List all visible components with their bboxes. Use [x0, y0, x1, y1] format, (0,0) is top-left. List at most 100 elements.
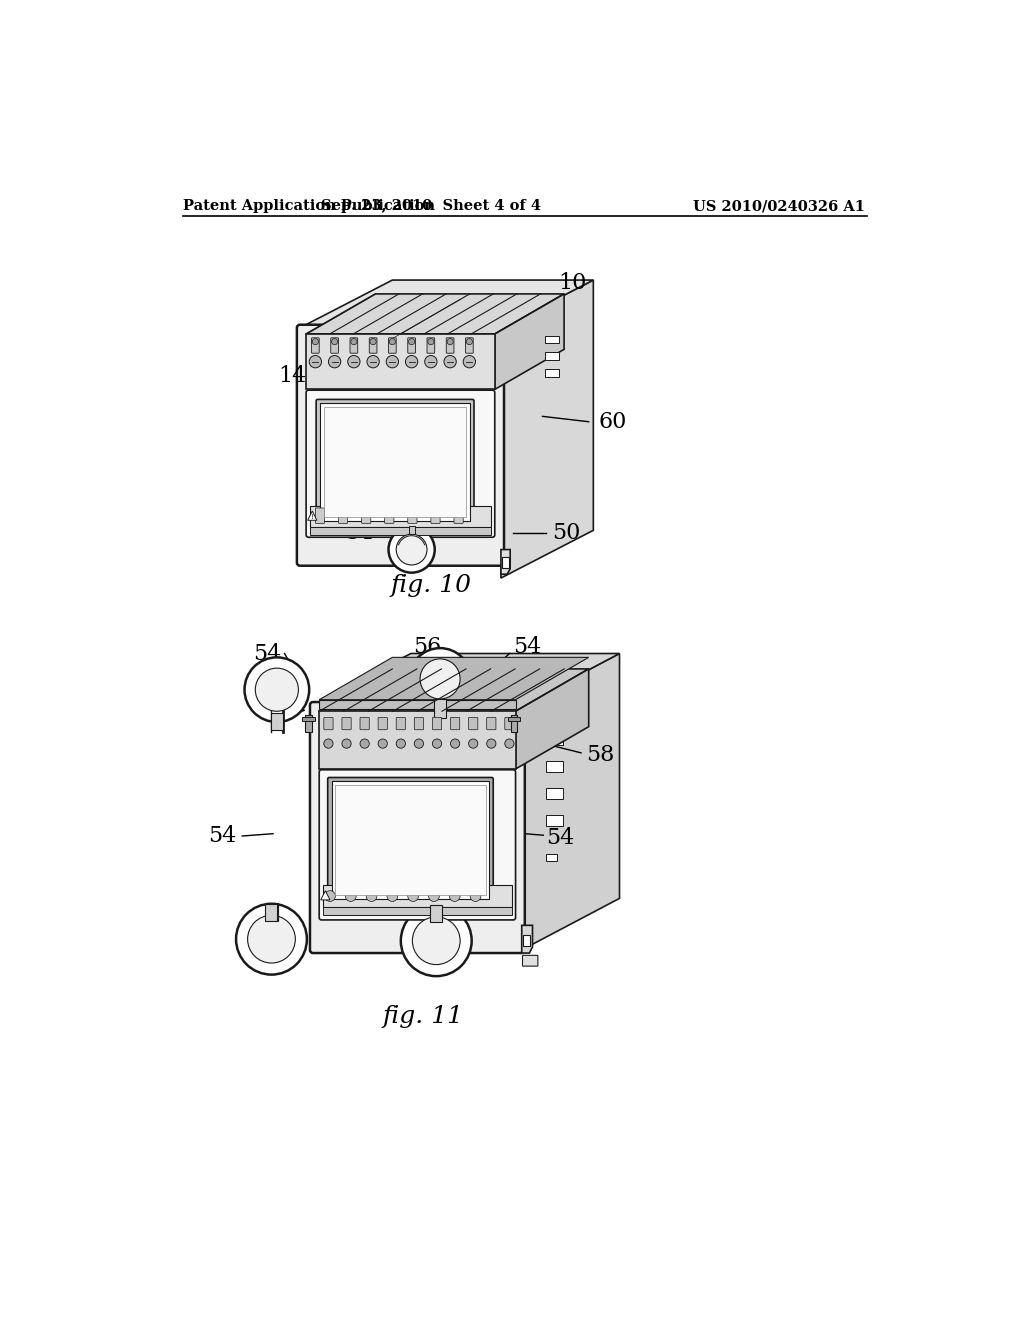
Circle shape — [351, 339, 357, 345]
Text: 56: 56 — [413, 636, 441, 659]
Polygon shape — [521, 925, 532, 953]
Text: 60: 60 — [599, 411, 627, 433]
Bar — [545, 352, 559, 360]
Circle shape — [329, 355, 341, 368]
Text: 54: 54 — [345, 523, 373, 544]
Circle shape — [409, 339, 415, 345]
Circle shape — [410, 648, 471, 710]
Circle shape — [444, 355, 457, 368]
Bar — [332, 781, 489, 899]
Circle shape — [470, 891, 481, 902]
Circle shape — [309, 355, 322, 368]
Bar — [547, 788, 563, 799]
Circle shape — [396, 739, 406, 748]
FancyBboxPatch shape — [431, 508, 440, 524]
Circle shape — [400, 906, 472, 977]
Circle shape — [451, 739, 460, 748]
FancyBboxPatch shape — [446, 338, 454, 354]
FancyBboxPatch shape — [328, 777, 494, 903]
Circle shape — [245, 657, 309, 722]
Circle shape — [370, 339, 376, 345]
Circle shape — [388, 527, 435, 573]
Polygon shape — [321, 891, 330, 900]
Circle shape — [469, 739, 478, 748]
FancyBboxPatch shape — [350, 338, 357, 354]
Circle shape — [386, 355, 398, 368]
Bar — [547, 734, 563, 744]
Circle shape — [415, 739, 424, 748]
Circle shape — [428, 339, 434, 345]
Text: 14: 14 — [278, 364, 306, 387]
FancyBboxPatch shape — [315, 508, 325, 524]
Bar — [503, 557, 509, 568]
Polygon shape — [319, 657, 589, 700]
FancyBboxPatch shape — [370, 338, 377, 354]
FancyBboxPatch shape — [385, 508, 394, 524]
Text: 54: 54 — [208, 825, 237, 847]
Bar — [508, 717, 520, 721]
Bar — [409, 527, 415, 535]
FancyBboxPatch shape — [396, 718, 406, 730]
Circle shape — [505, 739, 514, 748]
Text: !: ! — [311, 515, 313, 520]
Bar — [430, 906, 442, 923]
Bar — [310, 506, 490, 527]
Bar — [336, 785, 485, 895]
Circle shape — [413, 917, 460, 965]
Text: 10: 10 — [558, 272, 587, 294]
FancyBboxPatch shape — [360, 718, 370, 730]
FancyBboxPatch shape — [297, 325, 504, 566]
Text: 54: 54 — [253, 643, 282, 664]
Circle shape — [429, 891, 439, 902]
Circle shape — [345, 891, 356, 902]
Circle shape — [367, 891, 377, 902]
Bar — [319, 700, 515, 709]
Bar — [547, 762, 563, 772]
FancyBboxPatch shape — [486, 718, 496, 730]
FancyBboxPatch shape — [378, 718, 387, 730]
FancyBboxPatch shape — [388, 338, 396, 354]
Circle shape — [342, 739, 351, 748]
Polygon shape — [319, 669, 589, 711]
FancyBboxPatch shape — [469, 718, 478, 730]
Circle shape — [447, 339, 454, 345]
Circle shape — [325, 891, 336, 902]
Polygon shape — [501, 280, 593, 578]
Circle shape — [237, 904, 307, 974]
FancyBboxPatch shape — [331, 338, 339, 354]
Polygon shape — [515, 669, 589, 770]
Bar — [434, 700, 446, 718]
Circle shape — [420, 659, 460, 700]
Bar — [323, 907, 512, 915]
Text: 50: 50 — [553, 523, 581, 544]
Text: 56: 56 — [401, 840, 430, 861]
Circle shape — [378, 739, 387, 748]
FancyBboxPatch shape — [415, 718, 424, 730]
Circle shape — [332, 339, 338, 345]
FancyBboxPatch shape — [339, 508, 348, 524]
Bar — [323, 886, 512, 907]
FancyBboxPatch shape — [451, 718, 460, 730]
Bar — [545, 370, 559, 378]
Text: 54: 54 — [513, 636, 542, 659]
Circle shape — [248, 915, 295, 964]
Circle shape — [360, 739, 370, 748]
Circle shape — [396, 535, 427, 565]
Bar — [545, 335, 559, 343]
FancyBboxPatch shape — [319, 770, 515, 920]
Circle shape — [450, 891, 460, 902]
Bar — [511, 715, 517, 733]
FancyBboxPatch shape — [466, 338, 473, 354]
Text: Sep. 23, 2010  Sheet 4 of 4: Sep. 23, 2010 Sheet 4 of 4 — [321, 199, 541, 213]
Circle shape — [312, 339, 318, 345]
Polygon shape — [313, 653, 620, 705]
Bar — [319, 404, 470, 521]
FancyBboxPatch shape — [522, 956, 538, 966]
Circle shape — [463, 355, 475, 368]
Circle shape — [408, 891, 419, 902]
Text: 54: 54 — [547, 826, 574, 849]
FancyBboxPatch shape — [311, 338, 319, 354]
Bar — [523, 935, 530, 946]
FancyBboxPatch shape — [427, 338, 435, 354]
Bar — [270, 713, 283, 730]
